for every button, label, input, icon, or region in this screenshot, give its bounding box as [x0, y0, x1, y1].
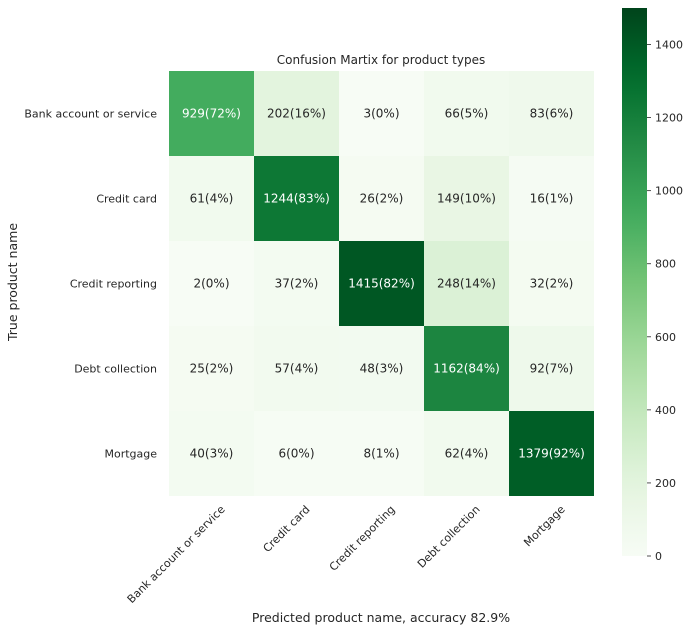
- heatmap-cell: [169, 411, 254, 496]
- y-tick-label: Debt collection: [74, 363, 157, 376]
- y-axis-label: True product name: [5, 223, 20, 342]
- cell-value-label: 66(5%): [445, 107, 489, 121]
- y-tick-label: Bank account or service: [24, 108, 157, 121]
- heatmap-cell: [509, 156, 594, 241]
- cell-value-label: 6(0%): [278, 447, 314, 461]
- x-axis-label: Predicted product name, accuracy 82.9%: [252, 610, 510, 625]
- heatmap-cell: [424, 241, 509, 326]
- heatmap-cell: [509, 71, 594, 156]
- y-tick-label: Credit reporting: [70, 278, 157, 291]
- x-tick-labels: Bank account or service Credit card Credit…: [125, 503, 568, 606]
- colorbar-tick-label: 800: [655, 258, 676, 271]
- colorbar-tick-label: 200: [655, 477, 676, 490]
- heatmap-cell: [339, 156, 424, 241]
- cell-value-label: 149(10%): [437, 192, 496, 206]
- heatmap-cell: [424, 411, 509, 496]
- y-tick-label: Credit card: [96, 193, 157, 206]
- x-tick-label: Mortgage: [521, 503, 568, 550]
- colorbar-tick-label: 1200: [655, 112, 683, 125]
- cell-value-label: 25(2%): [190, 362, 234, 376]
- y-tick-labels: Bank account or service Credit card Credit…: [24, 108, 157, 461]
- heatmap-cell: [339, 326, 424, 411]
- cell-value-label: 929(72%): [182, 107, 241, 121]
- heatmap-cell: [339, 411, 424, 496]
- cell-value-label: 2(0%): [193, 277, 229, 291]
- x-tick-label: Bank account or service: [125, 503, 228, 606]
- heatmap-cell: [254, 241, 339, 326]
- heatmap-cell: [169, 156, 254, 241]
- heatmap-cell: [424, 71, 509, 156]
- heatmap-cell: [169, 71, 254, 156]
- heatmap-cell: [509, 326, 594, 411]
- cell-value-label: 40(3%): [190, 447, 234, 461]
- colorbar-tick-label: 400: [655, 404, 676, 417]
- cell-value-label: 83(6%): [530, 107, 574, 121]
- heatmap-cell: [509, 411, 594, 496]
- cell-value-label: 16(1%): [530, 192, 574, 206]
- heatmap-cell: [254, 71, 339, 156]
- cell-value-label: 37(2%): [275, 277, 319, 291]
- cell-value-label: 92(7%): [530, 362, 574, 376]
- heatmap-cell: [254, 326, 339, 411]
- cell-value-label: 1244(83%): [263, 192, 330, 206]
- heatmap-cell: [339, 241, 424, 326]
- x-tick-label: Credit reporting: [327, 503, 398, 574]
- colorbar-tick-label: 1400: [655, 39, 683, 52]
- chart-title: Confusion Martix for product types: [277, 53, 485, 67]
- x-tick-label: Debt collection: [415, 503, 483, 571]
- cell-value-label: 1415(82%): [348, 277, 415, 291]
- cell-value-label: 1162(84%): [433, 362, 500, 376]
- heatmap-cell: [254, 156, 339, 241]
- x-tick-label: Credit card: [261, 503, 313, 555]
- cell-value-label: 48(3%): [360, 362, 404, 376]
- y-tick-label: Mortgage: [104, 448, 157, 461]
- cell-value-label: 248(14%): [437, 277, 496, 291]
- colorbar-tick-label: 600: [655, 331, 676, 344]
- heatmap-cell: [169, 326, 254, 411]
- colorbar: [622, 8, 647, 556]
- colorbar-ticks: 0 200 400 600 800 1000 1200 1400: [647, 39, 683, 563]
- cell-value-label: 26(2%): [360, 192, 404, 206]
- heatmap-cell: [424, 326, 509, 411]
- cell-value-label: 32(2%): [530, 277, 574, 291]
- heatmap-cell: [254, 411, 339, 496]
- heatmap-cells: [169, 71, 594, 496]
- cell-value-label: 1379(92%): [518, 447, 585, 461]
- cell-value-label: 8(1%): [363, 447, 399, 461]
- cell-value-label: 61(4%): [190, 192, 234, 206]
- cell-value-label: 57(4%): [275, 362, 319, 376]
- heatmap-cell: [424, 156, 509, 241]
- colorbar-tick-label: 0: [655, 550, 662, 563]
- heatmap-cell-labels: 929(72%) 202(16%) 3(0%) 66(5%) 83(6%) 61(4%) 1…: [182, 107, 585, 461]
- cell-value-label: 3(0%): [363, 107, 399, 121]
- cell-value-label: 62(4%): [445, 447, 489, 461]
- colorbar-tick-label: 1000: [655, 185, 683, 198]
- heatmap-cell: [169, 241, 254, 326]
- cell-value-label: 202(16%): [267, 107, 326, 121]
- heatmap-cell: [509, 241, 594, 326]
- heatmap-cell: [339, 71, 424, 156]
